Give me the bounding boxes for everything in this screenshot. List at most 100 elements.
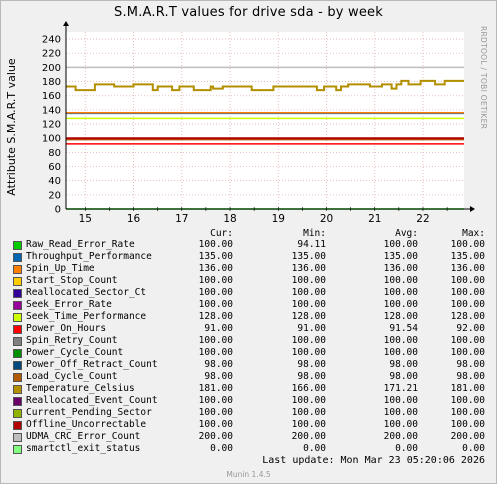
legend-avg-value: 100.00	[383, 239, 418, 250]
legend-avg-value: 171.21	[383, 383, 418, 394]
legend-series-name: Temperature_Celsius	[26, 383, 135, 394]
y-tick-label: 120	[42, 120, 61, 131]
y-tick-label: 200	[42, 63, 61, 74]
legend-swatch	[13, 301, 22, 310]
legend-series-name: Raw_Read_Error_Rate	[26, 239, 135, 250]
legend-swatch	[13, 241, 22, 250]
legend-series-name: smartctl_exit_status	[26, 443, 141, 454]
legend-min-value: 135.00	[291, 251, 326, 262]
legend-header-max: Max:	[462, 228, 485, 239]
x-tick-label: 16	[127, 213, 141, 225]
legend-row: Current_Pending_Sector 100.00 100.00 100.00…	[0, 407, 497, 419]
legend-swatch	[13, 313, 22, 322]
legend-min-value: 100.00	[291, 407, 326, 418]
legend-cur-value: 91.00	[204, 323, 233, 334]
legend-swatch	[13, 421, 22, 430]
legend-avg-value: 100.00	[383, 275, 418, 286]
y-axis-label: Attribute S.M.A.R.T value	[5, 58, 18, 196]
legend-row: Reallocated_Sector_Ct 100.00 100.00 100.00 1…	[0, 287, 497, 299]
legend-swatch	[13, 385, 22, 394]
legend-min-value: 91.00	[297, 323, 326, 334]
axes: 0 20 40 60 80 100 120 140 160 180 200 220 240 15 16 17 1…	[42, 21, 475, 225]
legend-cur-value: 98.00	[204, 359, 233, 370]
y-axis-arrow	[63, 21, 69, 26]
legend-cur-value: 100.00	[198, 275, 233, 286]
y-tick-label: 100	[42, 134, 61, 145]
legend-cur-value: 100.00	[198, 239, 233, 250]
legend-row: Load_Cycle_Count 98.00 98.00 98.00 98.00	[0, 371, 497, 383]
y-tick-label: 140	[42, 105, 61, 116]
legend-min-value: 136.00	[291, 263, 326, 274]
legend-min-value: 0.00	[303, 443, 326, 454]
legend-cur-value: 136.00	[198, 263, 233, 274]
legend-series-name: Seek_Error_Rate	[26, 299, 112, 310]
legend-avg-value: 91.54	[389, 323, 418, 334]
x-tick-label: 20	[320, 213, 333, 225]
legend-max-value: 100.00	[450, 239, 485, 250]
y-tick-label: 40	[48, 176, 61, 187]
legend-avg-value: 100.00	[383, 287, 418, 298]
legend-swatch	[13, 265, 22, 274]
legend-min-value: 98.00	[297, 371, 326, 382]
legend-row: Power_On_Hours 91.00 91.00 91.54 92.00	[0, 323, 497, 335]
legend-min-value: 100.00	[291, 347, 326, 358]
chart-plot: 0 20 40 60 80 100 120 140 160 180 200 220 240 15 16 17 1…	[5, 21, 475, 225]
legend-max-value: 100.00	[450, 347, 485, 358]
legend-cur-value: 128.00	[198, 311, 233, 322]
legend-cur-value: 100.00	[198, 395, 233, 406]
legend-min-value: 100.00	[291, 287, 326, 298]
legend-header-cur: Cur:	[210, 228, 233, 239]
y-tick-label: 20	[48, 190, 61, 201]
legend-header-row: Cur: Min: Avg: Max:	[0, 228, 497, 240]
legend-max-value: 98.00	[456, 371, 485, 382]
legend-swatch	[13, 253, 22, 262]
legend-series-name: Reallocated_Event_Count	[26, 395, 158, 406]
legend-avg-value: 135.00	[383, 251, 418, 262]
legend-cur-value: 100.00	[198, 335, 233, 346]
legend-cur-value: 0.00	[210, 443, 233, 454]
legend-row: smartctl_exit_status 0.00 0.00 0.00 0.00	[0, 443, 497, 455]
legend-swatch	[13, 397, 22, 406]
legend-avg-value: 98.00	[389, 359, 418, 370]
y-tick-label: 220	[42, 49, 61, 60]
legend-series-name: Offline_Uncorrectable	[26, 419, 147, 430]
legend-avg-value: 100.00	[383, 407, 418, 418]
legend-max-value: 100.00	[450, 419, 485, 430]
y-tick-label: 240	[42, 35, 61, 46]
legend-max-value: 98.00	[456, 359, 485, 370]
x-tick-label: 19	[272, 213, 285, 225]
legend-swatch	[13, 361, 22, 370]
legend-series-name: Power_Cycle_Count	[26, 347, 124, 358]
x-axis-arrow	[470, 206, 475, 212]
legend-min-value: 100.00	[291, 275, 326, 286]
legend-series-name: Power_Off_Retract_Count	[26, 359, 158, 370]
legend-header-min: Min:	[303, 228, 326, 239]
legend-min-value: 166.00	[291, 383, 326, 394]
legend-swatch	[13, 277, 22, 286]
legend-cur-value: 98.00	[204, 371, 233, 382]
legend-max-value: 92.00	[456, 323, 485, 334]
x-tick-label: 18	[223, 213, 236, 225]
y-tick-label: 160	[42, 91, 61, 102]
legend-swatch	[13, 325, 22, 334]
legend-row: Spin_Retry_Count 100.00 100.00 100.00 100.00	[0, 335, 497, 347]
legend-avg-value: 100.00	[383, 335, 418, 346]
legend-max-value: 128.00	[450, 311, 485, 322]
y-tick-label: 80	[48, 148, 61, 159]
legend-row: Power_Cycle_Count 100.00 100.00 100.00 100.0…	[0, 347, 497, 359]
legend-series-name: Power_On_Hours	[26, 323, 107, 334]
legend-row: Temperature_Celsius 181.00 166.00 171.21 181…	[0, 383, 497, 395]
legend-avg-value: 98.00	[389, 371, 418, 382]
legend-series-name: Current_Pending_Sector	[26, 407, 152, 418]
legend-max-value: 181.00	[450, 383, 485, 394]
legend-max-value: 136.00	[450, 263, 485, 274]
last-update: Last update: Mon Mar 23 05:20:06 2026	[262, 455, 485, 466]
legend-cur-value: 100.00	[198, 287, 233, 298]
legend-max-value: 0.00	[462, 443, 485, 454]
legend-avg-value: 100.00	[383, 299, 418, 310]
legend-swatch	[13, 289, 22, 298]
legend-max-value: 200.00	[450, 431, 485, 442]
legend-row: Reallocated_Event_Count 100.00 100.00 100.0…	[0, 395, 497, 407]
legend-series-name: Spin_Up_Time	[26, 263, 95, 274]
legend-avg-value: 0.00	[395, 443, 418, 454]
